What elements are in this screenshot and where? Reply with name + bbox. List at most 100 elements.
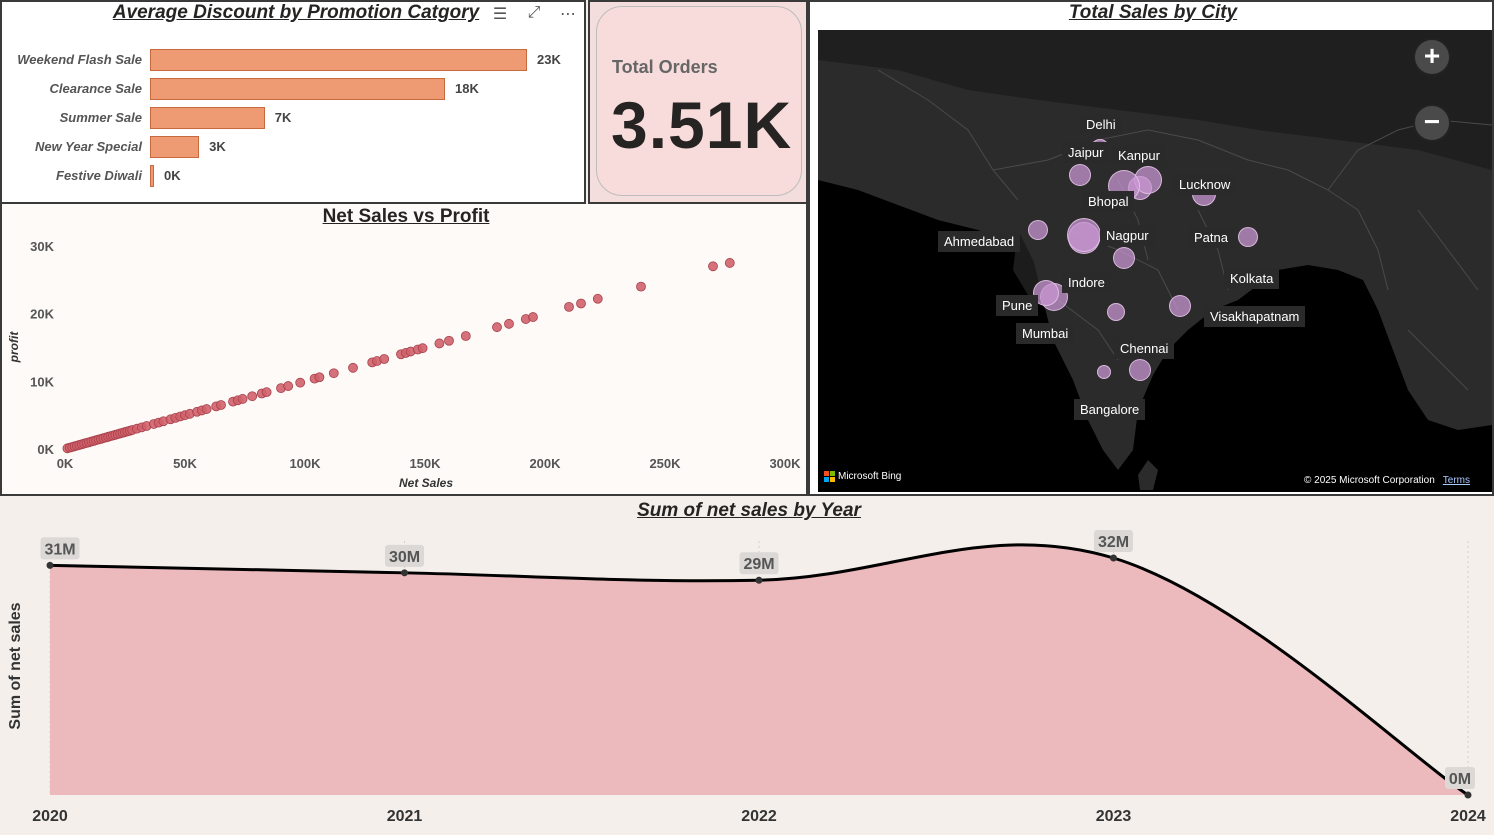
x-tick-label: 2020 — [32, 808, 68, 825]
discount-category-label: New Year Special — [35, 139, 142, 154]
discount-chart-panel: Average Discount by Promotion Catgory ☰ … — [0, 0, 586, 204]
scatter-point — [201, 404, 212, 414]
scatter-point — [576, 298, 586, 309]
filter-icon[interactable]: ☰ — [492, 6, 508, 23]
x-tick-label: 2023 — [1096, 808, 1132, 825]
city-sales-bubble[interactable] — [1238, 227, 1258, 247]
x-axis-label: Net Sales — [399, 476, 453, 490]
x-tick-label: 150K — [409, 456, 441, 471]
data-point — [401, 569, 408, 577]
scatter-chart-title: Net Sales vs Profit — [322, 206, 490, 227]
city-label: Chennai — [1114, 338, 1175, 359]
city-label: Bangalore — [1074, 399, 1146, 420]
x-tick-label: 50K — [173, 456, 197, 471]
data-label-bg — [1094, 530, 1133, 552]
scatter-point — [283, 381, 294, 391]
city-sales-bubble[interactable] — [1067, 218, 1101, 252]
y-tick-label: 0K — [37, 442, 54, 457]
data-point — [1110, 554, 1117, 562]
scatter-point — [295, 377, 306, 388]
series-line — [49, 543, 1469, 797]
scatter-point — [314, 372, 325, 383]
area-chart-panel: 31M 2020 30M 2021 29M 2022 32M 2023 0M 2024 Sum of… — [0, 496, 1494, 835]
area-chart-title: Sum of net sales by Year — [637, 500, 861, 521]
x-tick-label: 100K — [289, 456, 321, 471]
discount-value-label: 3K — [209, 139, 226, 154]
y-tick-label: 20K — [30, 307, 54, 322]
microsoft-logo-icon — [824, 471, 835, 482]
city-label: Lucknow — [1173, 174, 1237, 195]
map-background — [818, 30, 1492, 490]
visual-header-tools: ☰ ⤢ ⋯ — [490, 4, 578, 24]
map-canvas[interactable]: + − Delhi Jaipur Kanpur Lucknow Bhopal Ahmeda… — [818, 30, 1492, 492]
y-axis-label: profit — [7, 331, 21, 364]
more-options-icon[interactable]: ⋯ — [560, 6, 576, 23]
scatter-point — [237, 394, 248, 404]
scatter-point — [216, 400, 226, 410]
discount-bar-row[interactable]: Clearance Sale 18K — [2, 78, 588, 100]
discount-bar-row[interactable]: Weekend Flash Sale 23K — [2, 49, 588, 71]
data-label: 30M — [389, 549, 420, 566]
scatter-chart-panel: 0K 10K 20K 30K 0K 50K 100K 150K 200K 250K 300K Net … — [0, 204, 808, 496]
data-point — [46, 561, 54, 569]
zoom-in-button[interactable]: + — [1413, 38, 1451, 76]
x-tick-label: 250K — [649, 456, 681, 471]
discount-chart-title: Average Discount by Promotion Catgory — [112, 2, 480, 23]
focus-mode-icon[interactable]: ⤢ — [527, 4, 541, 21]
city-sales-bubble[interactable] — [1129, 359, 1151, 381]
discount-value-label: 18K — [455, 81, 479, 96]
data-label-bg — [40, 537, 80, 560]
city-label: Kanpur — [1112, 145, 1166, 166]
city-sales-bubble[interactable] — [1113, 247, 1135, 269]
city-label: Mumbai — [1016, 323, 1075, 344]
city-label: Indore — [1062, 272, 1111, 293]
city-label: Bhopal — [1082, 191, 1135, 212]
kpi-label: Total Orders — [612, 57, 718, 77]
city-sales-bubble[interactable] — [1069, 164, 1091, 186]
scatter-point — [348, 362, 358, 373]
city-label: Nagpur — [1100, 225, 1155, 246]
discount-bar[interactable] — [150, 107, 265, 129]
discount-value-label: 7K — [274, 110, 292, 125]
discount-bar[interactable] — [150, 165, 154, 187]
total-orders-card[interactable]: Total Orders 3.51K — [596, 6, 802, 196]
data-point — [1464, 791, 1472, 799]
data-label: 32M — [1098, 534, 1129, 551]
scatter-point — [592, 293, 603, 304]
scatter-point — [261, 387, 272, 398]
discount-bar-row[interactable]: New Year Special 3K — [2, 136, 588, 158]
x-tick-label: 0K — [57, 456, 74, 471]
discount-bar-row[interactable]: Festive Diwali 0K — [2, 165, 588, 187]
discount-bar[interactable] — [150, 136, 200, 158]
scatter-point — [434, 338, 445, 349]
discount-bar[interactable] — [150, 49, 527, 71]
city-sales-bubble[interactable] — [1169, 295, 1191, 317]
bing-logo: Microsoft Bing — [824, 471, 901, 482]
city-sales-bubble[interactable] — [1107, 303, 1125, 321]
kpi-value: 3.51K — [611, 88, 793, 162]
x-tick-label: 2022 — [741, 808, 777, 825]
discount-bar[interactable] — [150, 78, 446, 100]
map-copyright: © 2025 Microsoft Corporation Terms — [1304, 475, 1470, 486]
scatter-point — [564, 302, 574, 312]
city-label: Pune — [996, 295, 1039, 316]
terms-link[interactable]: Terms — [1442, 475, 1470, 486]
x-tick-label: 2021 — [387, 808, 423, 825]
scatter-point — [379, 354, 390, 364]
data-label: 0M — [1449, 771, 1471, 788]
data-label-bg — [385, 544, 424, 567]
city-sales-bubble[interactable] — [1097, 365, 1111, 379]
scatter-point — [460, 331, 471, 341]
city-label: Jaipur — [1062, 142, 1110, 163]
kpi-panel: Total Orders 3.51K — [588, 0, 808, 204]
map-title: Total Sales by City — [1068, 2, 1238, 23]
city-sales-bubble[interactable] — [1028, 220, 1048, 240]
discount-category-label: Weekend Flash Sale — [17, 52, 142, 67]
scatter-point — [492, 322, 502, 333]
y-tick-label: 10K — [30, 374, 54, 389]
city-label: Ahmedabad — [938, 231, 1021, 252]
area-chart: 31M 2020 30M 2021 29M 2022 32M 2023 0M 2024 Sum of… — [7, 530, 1486, 825]
discount-bar-row[interactable]: Summer Sale 7K — [2, 107, 588, 129]
discount-value-label: 0K — [164, 168, 181, 183]
zoom-out-button[interactable]: − — [1413, 104, 1451, 142]
